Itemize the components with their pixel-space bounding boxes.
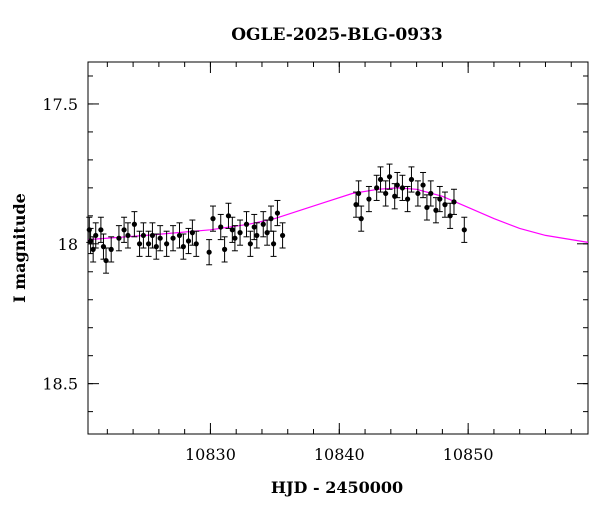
data-point — [116, 235, 122, 241]
data-point — [136, 241, 143, 247]
data-point — [358, 216, 364, 222]
data-point — [268, 216, 274, 222]
data-point — [247, 241, 253, 247]
data-point — [98, 227, 104, 233]
data-point — [386, 174, 393, 180]
data-point — [254, 232, 260, 239]
data-point — [125, 232, 131, 239]
data-point — [218, 224, 224, 230]
data-point — [193, 241, 199, 247]
data-point — [428, 190, 434, 197]
data-point — [270, 241, 277, 247]
plot-area — [86, 163, 589, 274]
data-point — [404, 196, 411, 202]
tick-labels: 10830 10840 10850 17.5 18 18.5 — [42, 95, 493, 464]
data-point — [408, 176, 415, 183]
data-point — [180, 244, 186, 250]
data-point — [437, 196, 443, 202]
y-tick-label: 17.5 — [42, 95, 78, 114]
data-point — [420, 182, 426, 188]
data-point — [260, 221, 266, 227]
data-point — [103, 257, 109, 264]
data-point — [221, 246, 228, 252]
data-point — [415, 190, 421, 197]
data-point — [243, 221, 250, 227]
data-point — [237, 230, 243, 236]
data-point — [87, 238, 94, 244]
data-point — [394, 182, 400, 188]
x-tick-label: 10830 — [185, 445, 236, 464]
x-tick-label: 10840 — [314, 445, 365, 464]
model-curve — [87, 187, 589, 243]
plot-frame — [87, 61, 589, 435]
data-point — [461, 227, 467, 233]
data-point — [108, 246, 114, 252]
data-point — [206, 249, 212, 255]
data-point — [377, 176, 384, 183]
data-point — [279, 232, 286, 239]
data-point — [274, 210, 281, 216]
data-point — [185, 238, 192, 244]
x-tick-label: 10850 — [443, 445, 494, 464]
x-axis-label: HJD - 2450000 — [271, 478, 403, 497]
data-point — [251, 224, 257, 230]
data-point — [210, 216, 216, 222]
chart-title: OGLE-2025-BLG-0933 — [231, 25, 443, 45]
data-point — [451, 199, 457, 205]
y-axis-label: I magnitude — [10, 193, 29, 303]
data-point — [93, 232, 99, 239]
data-point — [131, 221, 137, 227]
data-point — [356, 190, 362, 197]
data-point — [170, 235, 176, 241]
axis-ticks — [88, 62, 588, 434]
data-point — [140, 232, 147, 239]
data-point — [442, 202, 448, 208]
data-point — [145, 241, 152, 247]
data-point — [399, 185, 406, 191]
data-point — [232, 235, 238, 241]
data-point — [383, 190, 389, 197]
data-point — [229, 227, 235, 233]
data-point — [366, 196, 372, 202]
data-point — [153, 244, 159, 250]
data-point — [157, 235, 163, 241]
y-tick-label: 18 — [58, 235, 78, 254]
data-point — [121, 227, 127, 233]
y-tick-label: 18.5 — [42, 375, 78, 394]
data-point — [164, 241, 170, 247]
data-point — [374, 185, 380, 191]
